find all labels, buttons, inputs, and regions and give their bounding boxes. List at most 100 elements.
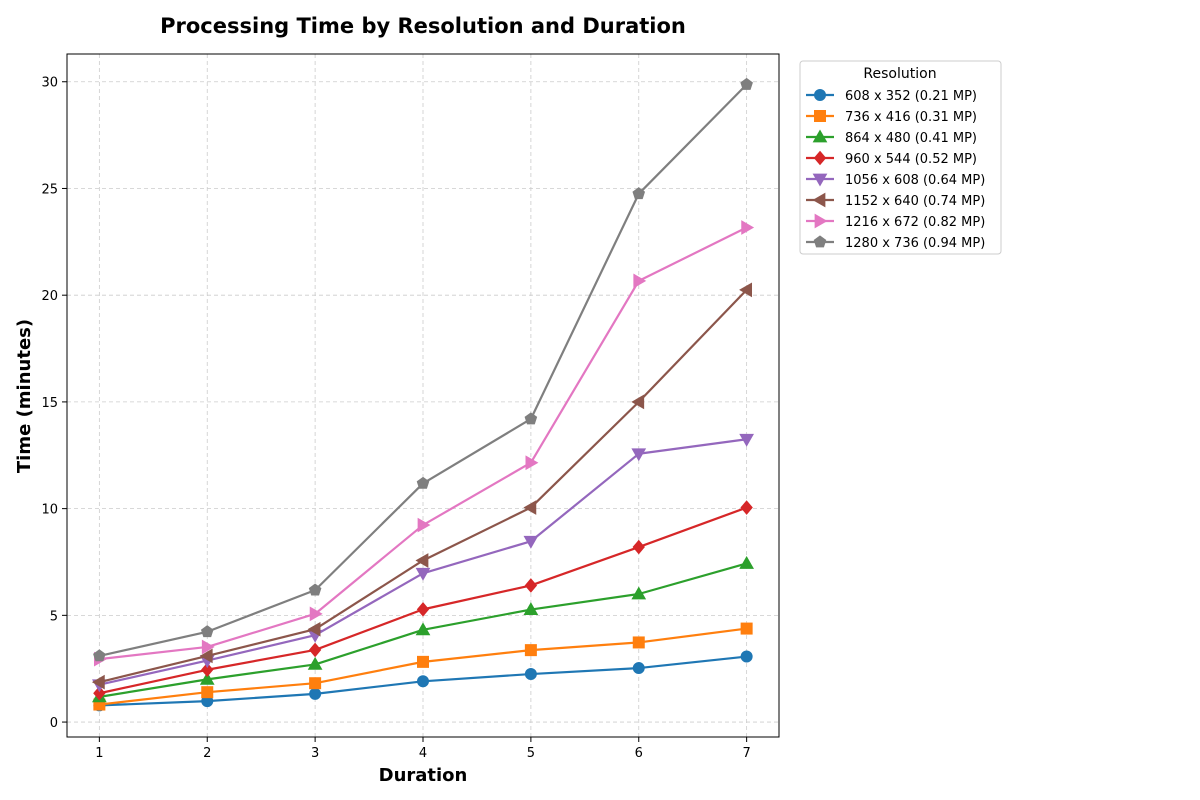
data-point [633, 273, 647, 289]
x-tick-label: 7 [742, 746, 750, 761]
y-tick-label: 5 [50, 609, 58, 624]
legend-items: 608 x 352 (0.21 MP) 736 x 416 (0.31 MP) 86… [806, 89, 985, 251]
legend-marker [812, 192, 826, 208]
data-point [524, 412, 538, 425]
legend-label: 960 x 544 (0.52 MP) [845, 152, 977, 167]
data-point [523, 602, 539, 615]
data-point [523, 535, 539, 549]
legend-entry: 1152 x 640 (0.74 MP) [806, 192, 985, 209]
legend-marker [813, 235, 827, 248]
legend-marker [813, 150, 827, 166]
legend-label: 1280 x 736 (0.94 MP) [845, 236, 985, 251]
legend-entry: 1216 x 672 (0.82 MP) [806, 213, 985, 230]
data-point [309, 687, 322, 700]
data-point [632, 539, 645, 555]
data-point [307, 621, 321, 637]
legend: Resolution 608 x 352 (0.21 MP) 736 x 416 … [799, 60, 1002, 255]
y-tick-label: 20 [41, 289, 58, 304]
data-point [199, 671, 215, 685]
series-8 [93, 77, 753, 662]
data-point [416, 476, 430, 489]
series-6 [91, 282, 753, 690]
chart-title: Processing Time by Resolution and Durati… [160, 14, 686, 38]
data-point [740, 650, 753, 663]
x-tick-label: 4 [419, 746, 427, 761]
legend-marker [812, 129, 828, 143]
y-tick-label: 10 [41, 503, 58, 518]
legend-label: 1152 x 640 (0.74 MP) [845, 194, 985, 209]
series-group [91, 77, 755, 712]
data-point [632, 662, 645, 675]
data-point [631, 394, 645, 410]
legend-box [799, 60, 1002, 255]
data-point [307, 656, 323, 670]
legend-label: 1216 x 672 (0.82 MP) [845, 215, 985, 230]
data-point [632, 187, 646, 200]
x-tick-label: 6 [635, 746, 643, 761]
series-4 [93, 500, 753, 701]
data-point [93, 649, 106, 662]
data-point [740, 500, 753, 515]
data-point [524, 644, 537, 657]
series-3 [92, 555, 754, 703]
data-point [740, 622, 753, 635]
x-axis-label: Duration [379, 765, 468, 786]
data-point [739, 282, 753, 298]
y-axis-label: Time (minutes) [14, 319, 35, 473]
x-tick-label: 1 [95, 746, 103, 761]
legend-label: 1056 x 608 (0.64 MP) [845, 173, 985, 188]
y-tick-label: 25 [41, 182, 58, 197]
data-point [739, 555, 754, 569]
series-7 [93, 220, 755, 667]
legend-entry: 608 x 352 (0.21 MP) [806, 89, 977, 104]
data-point [91, 674, 105, 690]
data-point [308, 583, 322, 596]
data-point [200, 625, 214, 638]
data-point [740, 77, 753, 90]
data-point [525, 455, 539, 471]
legend-label: 736 x 416 (0.31 MP) [845, 110, 977, 125]
data-point [524, 668, 537, 681]
data-point [415, 622, 431, 636]
legend-entry: 960 x 544 (0.52 MP) [806, 150, 977, 167]
data-point [201, 662, 214, 678]
y-tick-label: 0 [50, 716, 58, 731]
data-point [309, 677, 322, 690]
data-point [201, 686, 214, 699]
data-point [741, 220, 755, 235]
legend-marker [814, 89, 826, 101]
series-2 [93, 622, 753, 711]
data-point [417, 517, 431, 533]
data-point [632, 636, 645, 649]
data-point [417, 655, 429, 668]
axis-ticks: 1 2 3 4 5 6 7 0 5 10 15 20 25 30 [41, 76, 750, 761]
data-point [631, 448, 647, 462]
data-point [415, 567, 431, 581]
data-point [201, 639, 215, 655]
x-tick-label: 5 [527, 746, 535, 761]
data-point [739, 433, 754, 447]
legend-title: Resolution [863, 66, 936, 82]
legend-entry: 1056 x 608 (0.64 MP) [806, 173, 985, 188]
data-point [631, 586, 647, 600]
y-tick-label: 30 [41, 76, 58, 91]
legend-entry: 864 x 480 (0.41 MP) [806, 129, 977, 146]
y-tick-label: 15 [41, 396, 58, 411]
x-tick-label: 3 [311, 746, 319, 761]
data-point [309, 606, 323, 622]
legend-marker [814, 213, 828, 229]
data-point [93, 685, 106, 701]
data-point [523, 500, 537, 515]
data-point [524, 578, 538, 593]
legend-entry: 736 x 416 (0.31 MP) [806, 110, 977, 125]
data-point [199, 648, 213, 664]
legend-label: 864 x 480 (0.41 MP) [845, 131, 977, 146]
data-point [308, 642, 322, 658]
legend-label: 608 x 352 (0.21 MP) [845, 89, 977, 104]
legend-marker [812, 173, 828, 187]
data-point [417, 675, 429, 688]
data-point [415, 553, 429, 568]
data-point [416, 602, 430, 617]
legend-marker [814, 110, 826, 122]
